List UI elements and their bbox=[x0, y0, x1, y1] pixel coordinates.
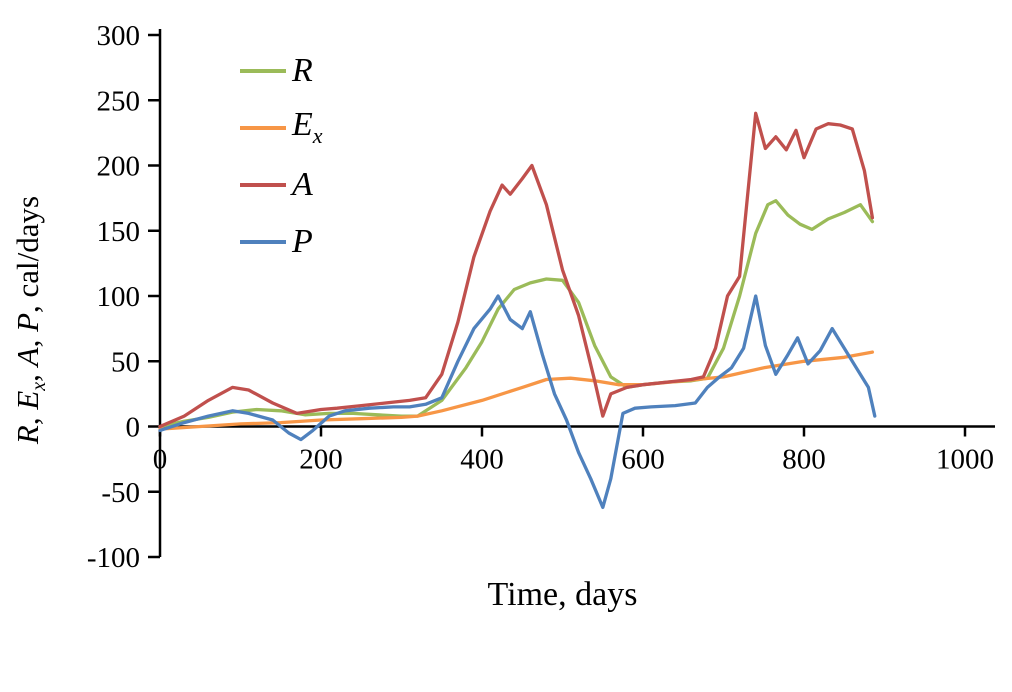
x-axis-label: Time, days bbox=[487, 576, 638, 613]
series-line-A bbox=[158, 111, 875, 429]
x-tick-label: 800 bbox=[782, 444, 826, 476]
x-tick-label: 0 bbox=[153, 444, 168, 476]
y-tick-label: 300 bbox=[97, 20, 141, 52]
legend-swatch-Ex bbox=[240, 125, 286, 130]
y-tick-label: 200 bbox=[97, 151, 141, 183]
y-tick-label: 0 bbox=[126, 412, 141, 444]
x-tick-label: 400 bbox=[460, 444, 504, 476]
legend-item-R: R bbox=[240, 42, 323, 99]
legend-item-P: P bbox=[240, 213, 323, 270]
y-tick-label: -50 bbox=[101, 477, 140, 509]
legend-label-Ex: Ex bbox=[292, 106, 323, 148]
y-axis-label: R, Ex, A, P, cal/days bbox=[10, 195, 51, 445]
y-tick-label: 50 bbox=[111, 346, 140, 378]
y-tick-label: -100 bbox=[87, 542, 140, 574]
legend-swatch-P bbox=[240, 239, 286, 244]
x-tick-label: 1000 bbox=[936, 444, 994, 476]
y-tick-label: 150 bbox=[97, 216, 141, 248]
legend-label-R: R bbox=[292, 51, 313, 89]
series-line-Ex bbox=[158, 350, 875, 431]
x-tick-label: 600 bbox=[621, 444, 665, 476]
y-tick-label: 100 bbox=[97, 281, 141, 313]
legend-item-Ex: Ex bbox=[240, 99, 323, 156]
legend-swatch-R bbox=[240, 68, 286, 73]
chart-legend: R Ex A P bbox=[240, 42, 323, 270]
legend-swatch-A bbox=[240, 182, 286, 187]
legend-label-P: P bbox=[292, 222, 313, 260]
x-tick-label: 200 bbox=[299, 444, 343, 476]
legend-item-A: A bbox=[240, 156, 323, 213]
y-tick-label: 250 bbox=[97, 85, 141, 117]
legend-label-A: A bbox=[292, 165, 313, 203]
series-line-P bbox=[158, 294, 877, 510]
